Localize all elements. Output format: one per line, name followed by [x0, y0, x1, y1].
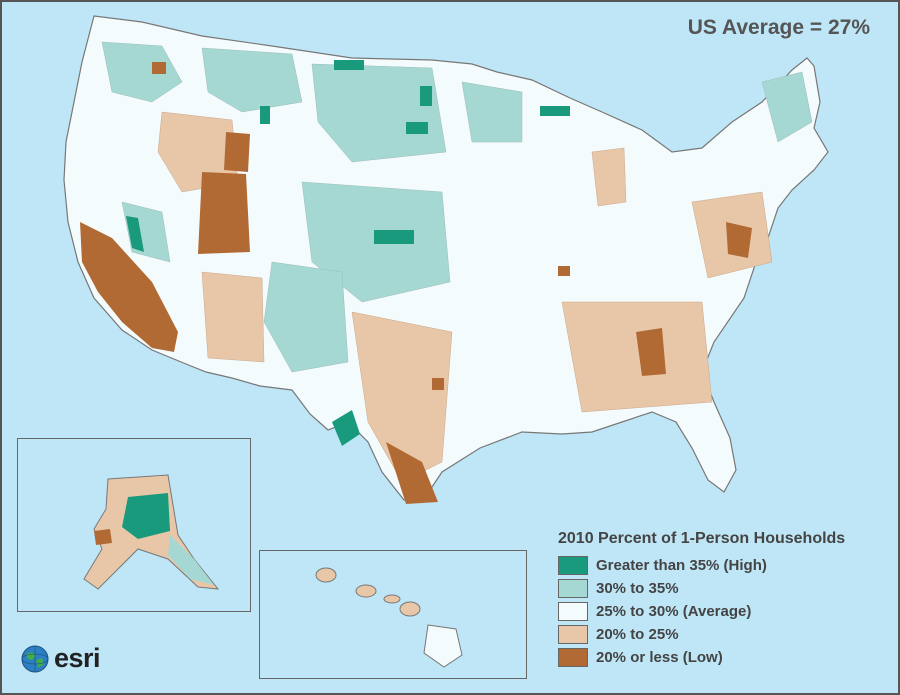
legend-label: 20% to 25% [596, 626, 679, 643]
low-cluster [432, 378, 444, 390]
region-northeast [761, 71, 813, 143]
us-average-headline: US Average = 27% [687, 16, 870, 39]
hawaii-island-oahu [355, 584, 377, 598]
alaska-high [122, 493, 170, 539]
globe-icon [21, 645, 49, 672]
alaska-mid [168, 535, 214, 585]
legend-item-low: 20% or less (Low) [558, 646, 890, 669]
legend-swatch [558, 602, 588, 621]
alaska-low [94, 529, 112, 545]
region-south-texas [386, 442, 438, 504]
legend-label: 20% or less (Low) [596, 649, 723, 666]
region-30-35 [101, 41, 813, 373]
legend-item-20-25: 20% to 25% [558, 623, 890, 646]
esri-logo: esri [20, 643, 101, 674]
hawaii-inset[interactable] [259, 550, 527, 679]
legend-swatch [558, 625, 588, 644]
high-cluster [126, 216, 144, 252]
region-low [80, 62, 752, 504]
region-dakotas [311, 63, 447, 163]
region-georgia [636, 328, 666, 376]
region-high [126, 60, 570, 446]
legend-item-high: Greater than 35% (High) [558, 554, 890, 577]
legend-item-average: 25% to 30% (Average) [558, 600, 890, 623]
region-arizona [201, 271, 265, 363]
high-cluster [540, 106, 570, 116]
legend-label: Greater than 35% (High) [596, 557, 767, 574]
legend: 2010 Percent of 1-Person Households Grea… [558, 530, 890, 669]
low-cluster [558, 266, 570, 276]
hawaii-island-kauai [315, 567, 337, 583]
region-utah [198, 172, 250, 254]
legend-label: 30% to 35% [596, 580, 679, 597]
legend-item-30-35: 30% to 35% [558, 577, 890, 600]
legend-swatch [558, 648, 588, 667]
high-cluster [332, 410, 360, 446]
region-northwest [101, 41, 183, 103]
legend-label: 25% to 30% (Average) [596, 603, 752, 620]
region-idaho-low [224, 132, 250, 172]
high-cluster [260, 106, 270, 124]
hawaii-island-molokai [383, 594, 401, 604]
legend-title: 2010 Percent of 1-Person Households [558, 530, 846, 547]
high-cluster [420, 86, 432, 106]
high-cluster [374, 230, 414, 244]
legend-swatch [558, 556, 588, 575]
region-20-25 [157, 111, 773, 483]
hawaii-island-maui [399, 601, 421, 617]
alaska-inset[interactable] [17, 438, 251, 612]
region-montana [201, 47, 303, 113]
hawaii-island-big [423, 624, 463, 668]
region-california [80, 222, 178, 352]
low-cluster [152, 62, 166, 74]
region-new-mexico [263, 261, 349, 373]
esri-logo-text: esri [54, 643, 101, 673]
region-michigan [591, 147, 627, 207]
region-minnesota [461, 81, 523, 143]
high-cluster [406, 122, 428, 134]
region-virginia [726, 222, 752, 258]
region-southeast [561, 301, 713, 413]
legend-swatch [558, 579, 588, 598]
high-cluster [334, 60, 364, 70]
